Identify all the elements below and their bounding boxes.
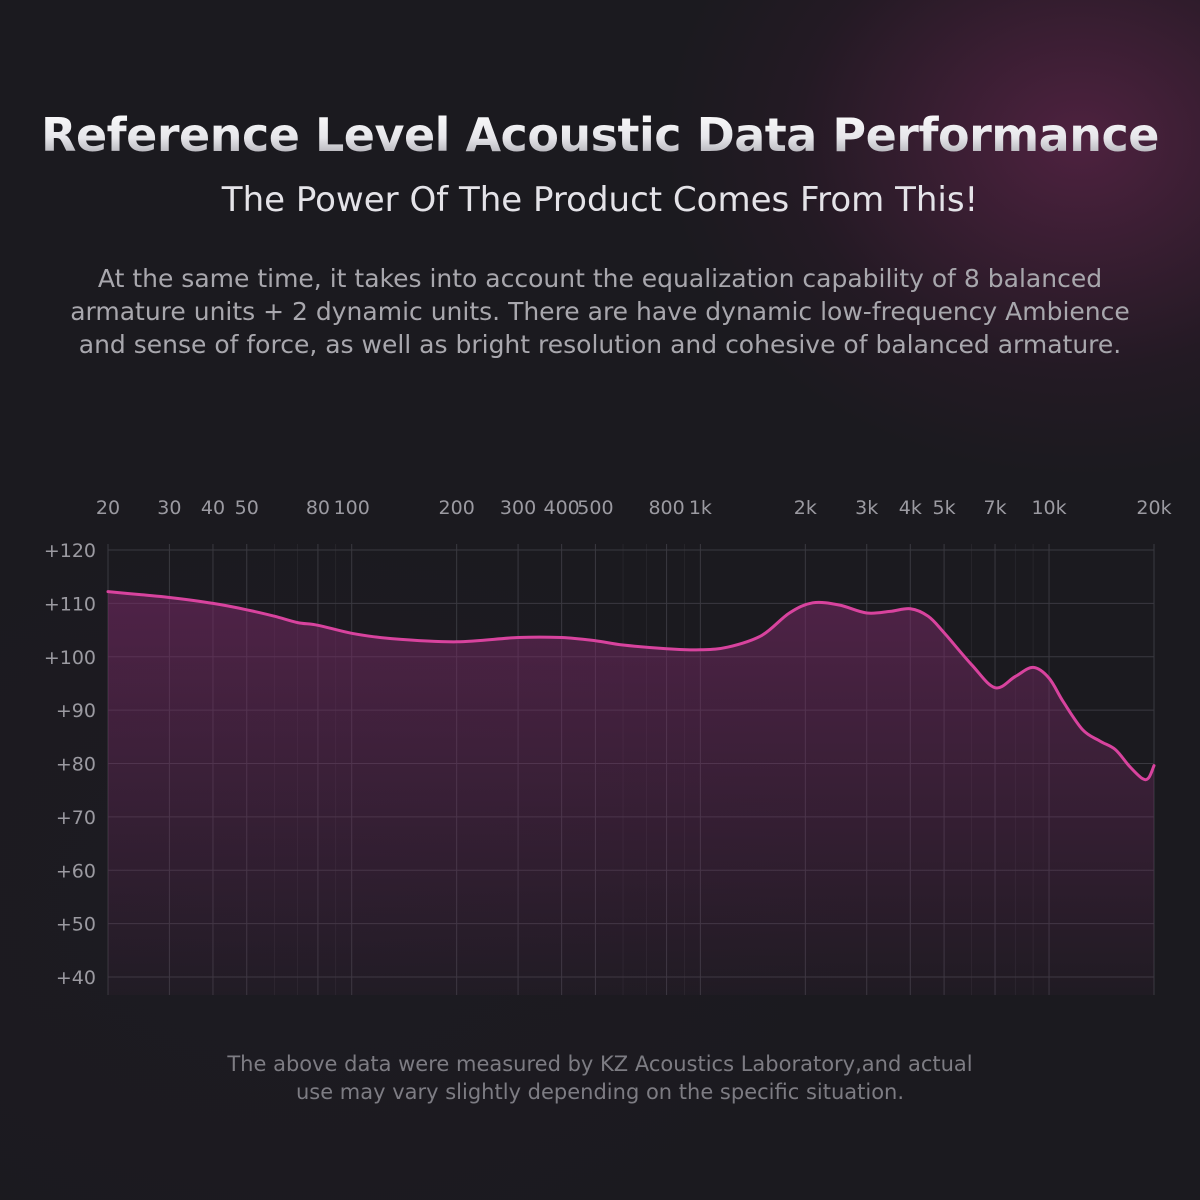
y-tick-label: +60: [56, 860, 96, 882]
x-tick-label: 400: [543, 497, 579, 519]
chart-area-layer: [106, 590, 1156, 995]
x-tick-label: 2k: [794, 497, 817, 519]
x-tick-label: 20k: [1136, 497, 1171, 519]
x-tick-label: 5k: [933, 497, 956, 519]
description-line: and sense of force, as well as bright re…: [78, 330, 1122, 359]
y-tick-label: +120: [44, 540, 96, 562]
y-axis-ticks: +120 +110 +100 +90 +80 +70 +60 +50 +40: [44, 540, 96, 989]
response-curve-line: [106, 590, 1156, 782]
y-tick-label: +90: [56, 700, 96, 722]
y-tick-label: +70: [56, 807, 96, 829]
response-area-fill: [108, 591, 1154, 995]
footnote: The above data were measured by KZ Acous…: [0, 1050, 1200, 1106]
page-subtitle: The Power Of The Product Comes From This…: [221, 180, 979, 220]
x-tick-label: 30: [157, 497, 181, 519]
x-tick-label: 200: [439, 497, 475, 519]
y-tick-label: +40: [56, 967, 96, 989]
footnote-line: use may vary slightly depending on the s…: [295, 1080, 905, 1104]
x-tick-label: 20: [96, 497, 120, 519]
x-tick-label: 500: [577, 497, 613, 519]
x-tick-label: 3k: [855, 497, 878, 519]
footnote-line: The above data were measured by KZ Acous…: [227, 1052, 973, 1076]
x-tick-label: 7k: [983, 497, 1006, 519]
page-title: Reference Level Acoustic Data Performanc…: [0, 108, 1200, 162]
x-tick-label: 300: [500, 497, 536, 519]
description-line: armature units + 2 dynamic units. There …: [70, 297, 1130, 326]
y-tick-label: +80: [56, 754, 96, 776]
y-tick-label: +110: [44, 593, 96, 615]
y-tick-label: +50: [56, 914, 96, 936]
x-tick-label: 10k: [1031, 497, 1066, 519]
x-tick-label: 800: [648, 497, 684, 519]
description-line: At the same time, it takes into account …: [97, 264, 1103, 293]
x-tick-label: 1k: [689, 497, 712, 519]
x-tick-label: 4k: [899, 497, 922, 519]
x-tick-label: 80: [306, 497, 330, 519]
x-tick-label: 100: [334, 497, 370, 519]
x-tick-label: 40: [201, 497, 225, 519]
x-tick-label: 50: [235, 497, 259, 519]
description: At the same time, it takes into account …: [60, 262, 1140, 361]
y-tick-label: +100: [44, 647, 96, 669]
